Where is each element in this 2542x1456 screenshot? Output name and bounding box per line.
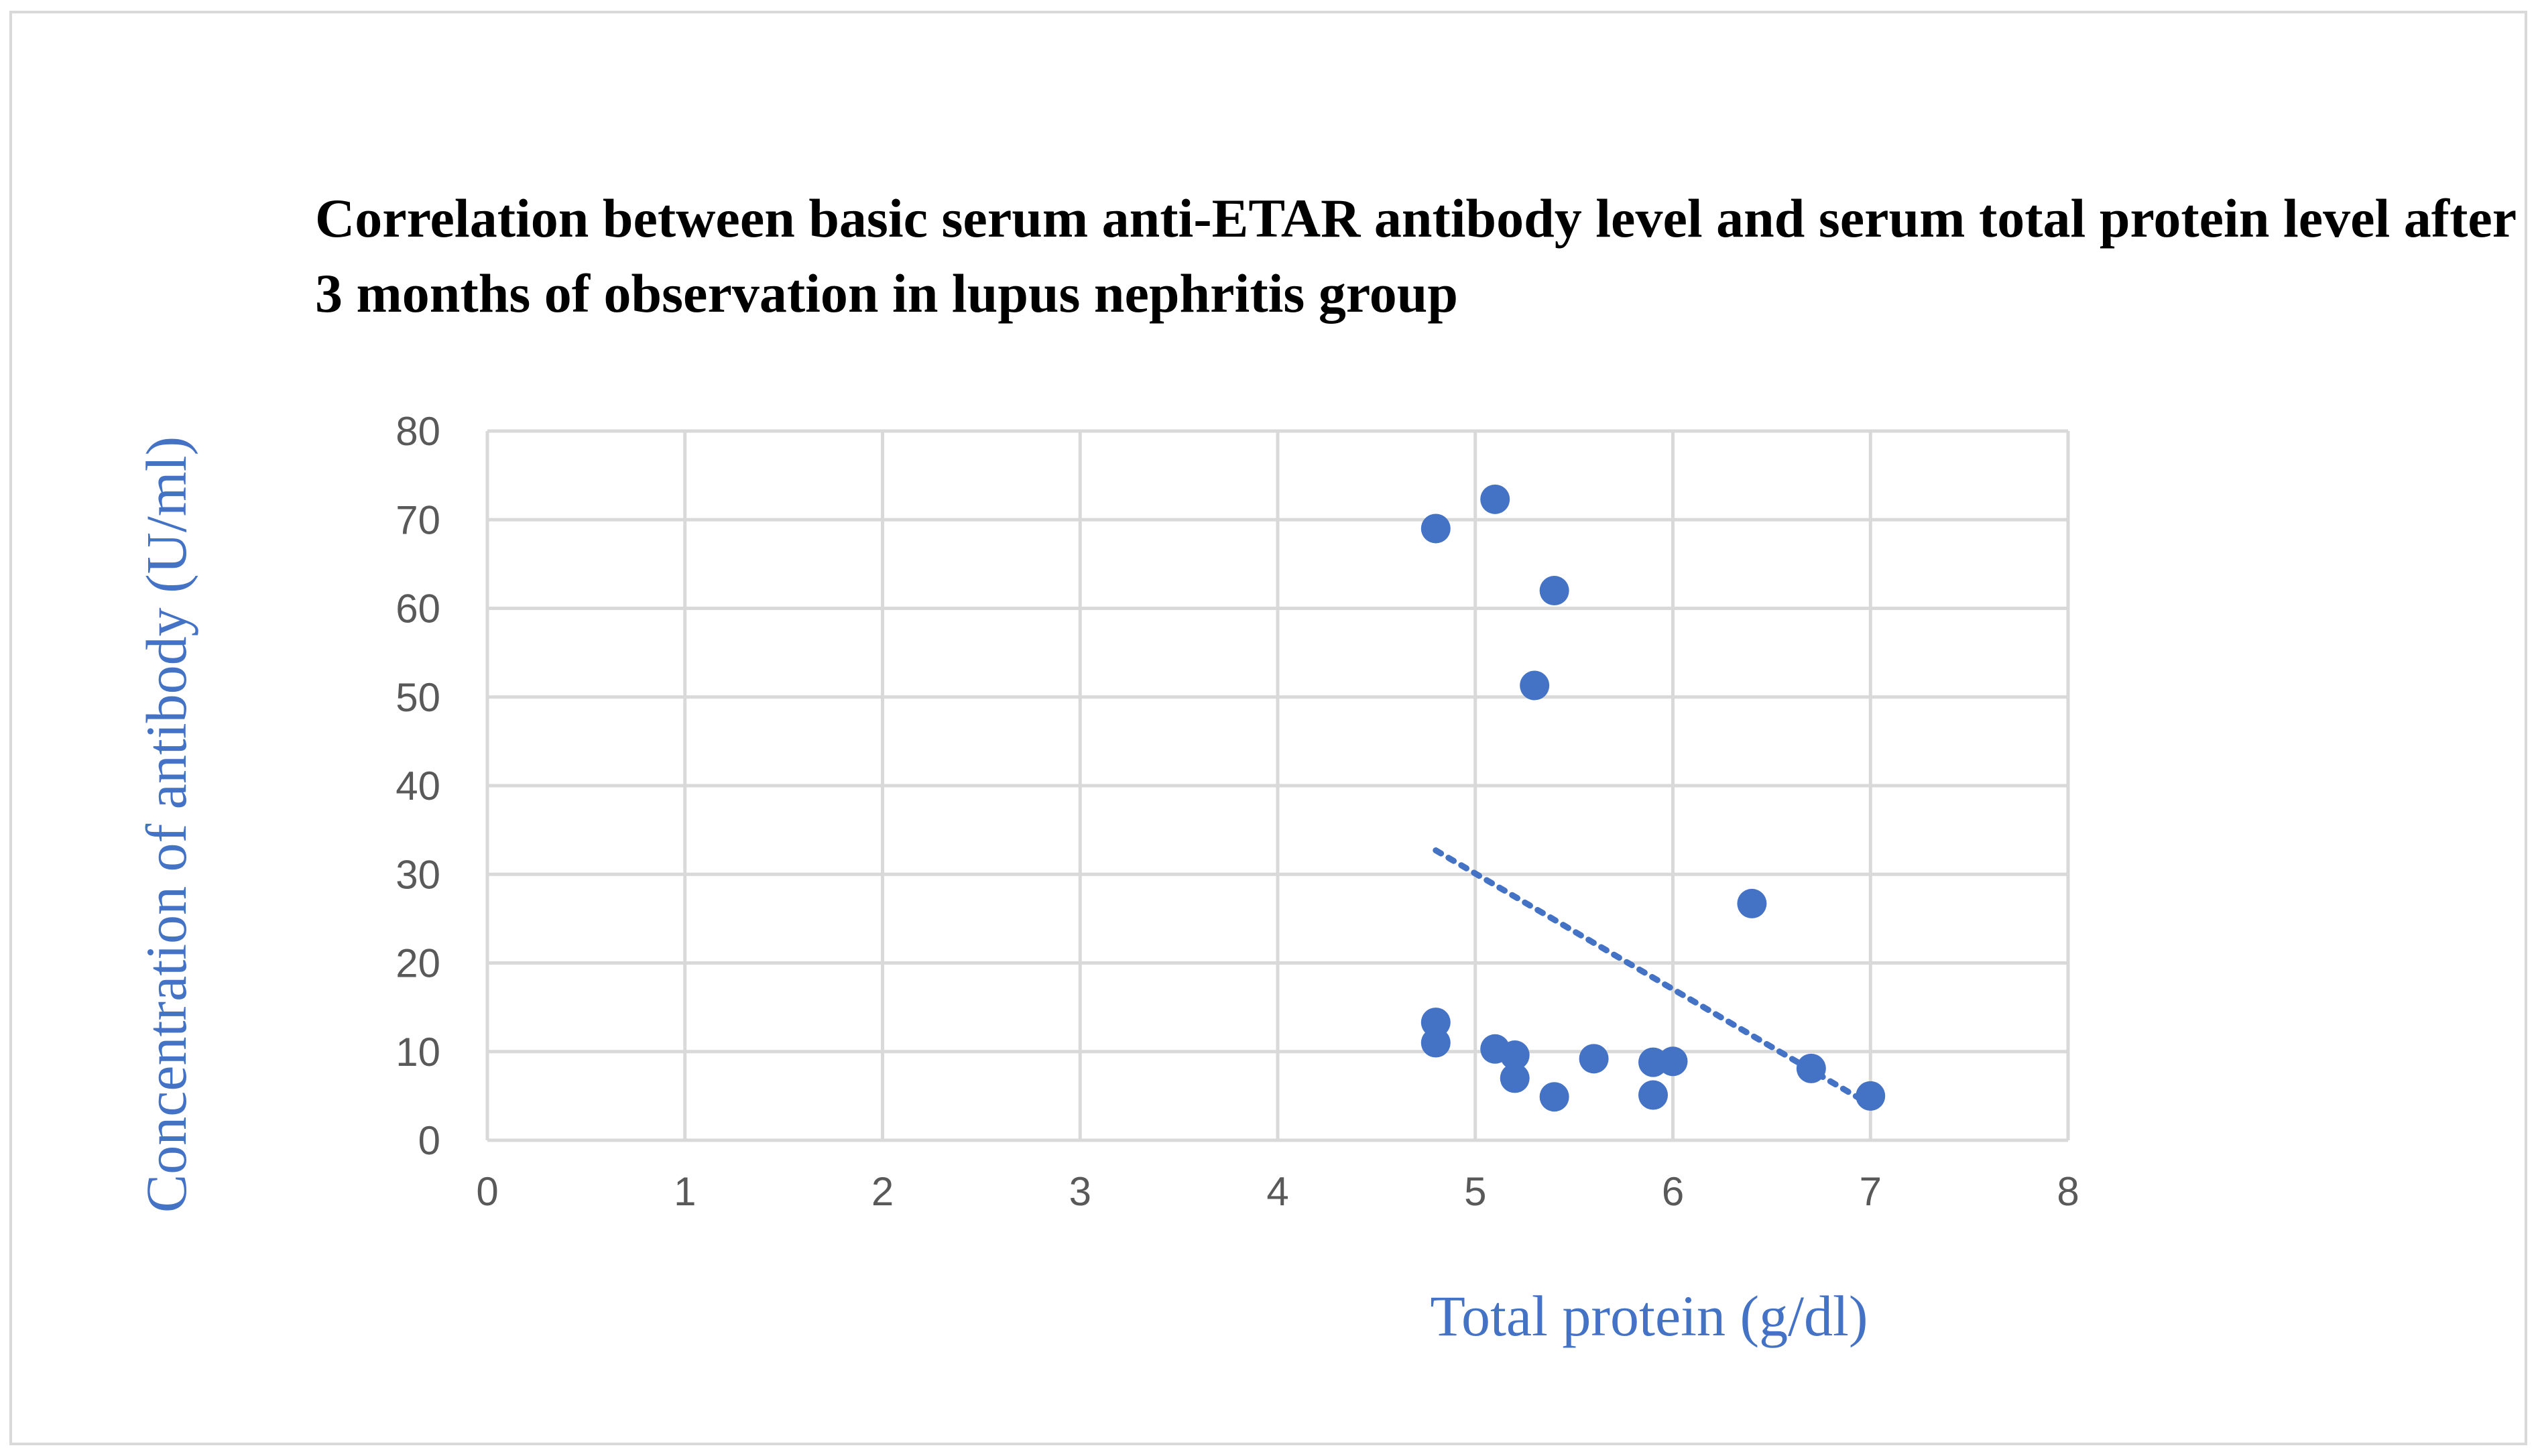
y-tick-label: 50: [396, 675, 440, 720]
x-tick-label: 5: [1464, 1169, 1486, 1214]
y-tick-label: 0: [418, 1118, 440, 1163]
scatter-point: [1420, 1008, 1451, 1038]
scatter-point: [1420, 1028, 1451, 1058]
chart-title: Correlation between basic serum anti-ETA…: [315, 188, 2516, 324]
x-tick-label: 6: [1662, 1169, 1684, 1214]
x-tick-label: 1: [674, 1169, 696, 1214]
scatter-point: [1579, 1044, 1609, 1074]
grid: [485, 429, 2070, 1142]
x-tick-label: 3: [1069, 1169, 1091, 1214]
y-tick-label: 70: [396, 497, 440, 542]
y-tick-label: 10: [396, 1030, 440, 1075]
x-axis-title: Total protein (g/dl): [1430, 1284, 1868, 1348]
y-tick-label: 60: [396, 587, 440, 631]
x-tick-label: 2: [871, 1169, 894, 1214]
scatter-point: [1500, 1040, 1530, 1071]
x-tick-label: 7: [1860, 1169, 1882, 1214]
scatter-point: [1856, 1081, 1886, 1111]
data-points: [1420, 484, 1886, 1112]
scatter-point: [1420, 513, 1451, 544]
scatter-point: [1737, 888, 1767, 918]
y-tick-label: 80: [396, 409, 440, 454]
scatter-point: [1500, 1063, 1530, 1093]
x-tick-label: 0: [476, 1169, 498, 1214]
scatter-point: [1539, 576, 1569, 606]
scatter-point: [1539, 1082, 1569, 1112]
scatter-point: [1480, 484, 1510, 514]
scatter-point: [1520, 670, 1550, 701]
scatter-point: [1796, 1053, 1826, 1083]
y-axis-title: Concentration of antibody (U/ml): [134, 436, 198, 1213]
y-tick-label: 40: [396, 764, 440, 808]
x-tick-label: 4: [1266, 1169, 1288, 1214]
chart-frame: [9, 11, 2527, 1445]
scatter-point: [1658, 1046, 1688, 1077]
y-tick-label: 20: [396, 941, 440, 986]
x-tick-label: 8: [2057, 1169, 2079, 1214]
y-tick-label: 30: [396, 852, 440, 897]
scatter-point: [1638, 1080, 1669, 1110]
